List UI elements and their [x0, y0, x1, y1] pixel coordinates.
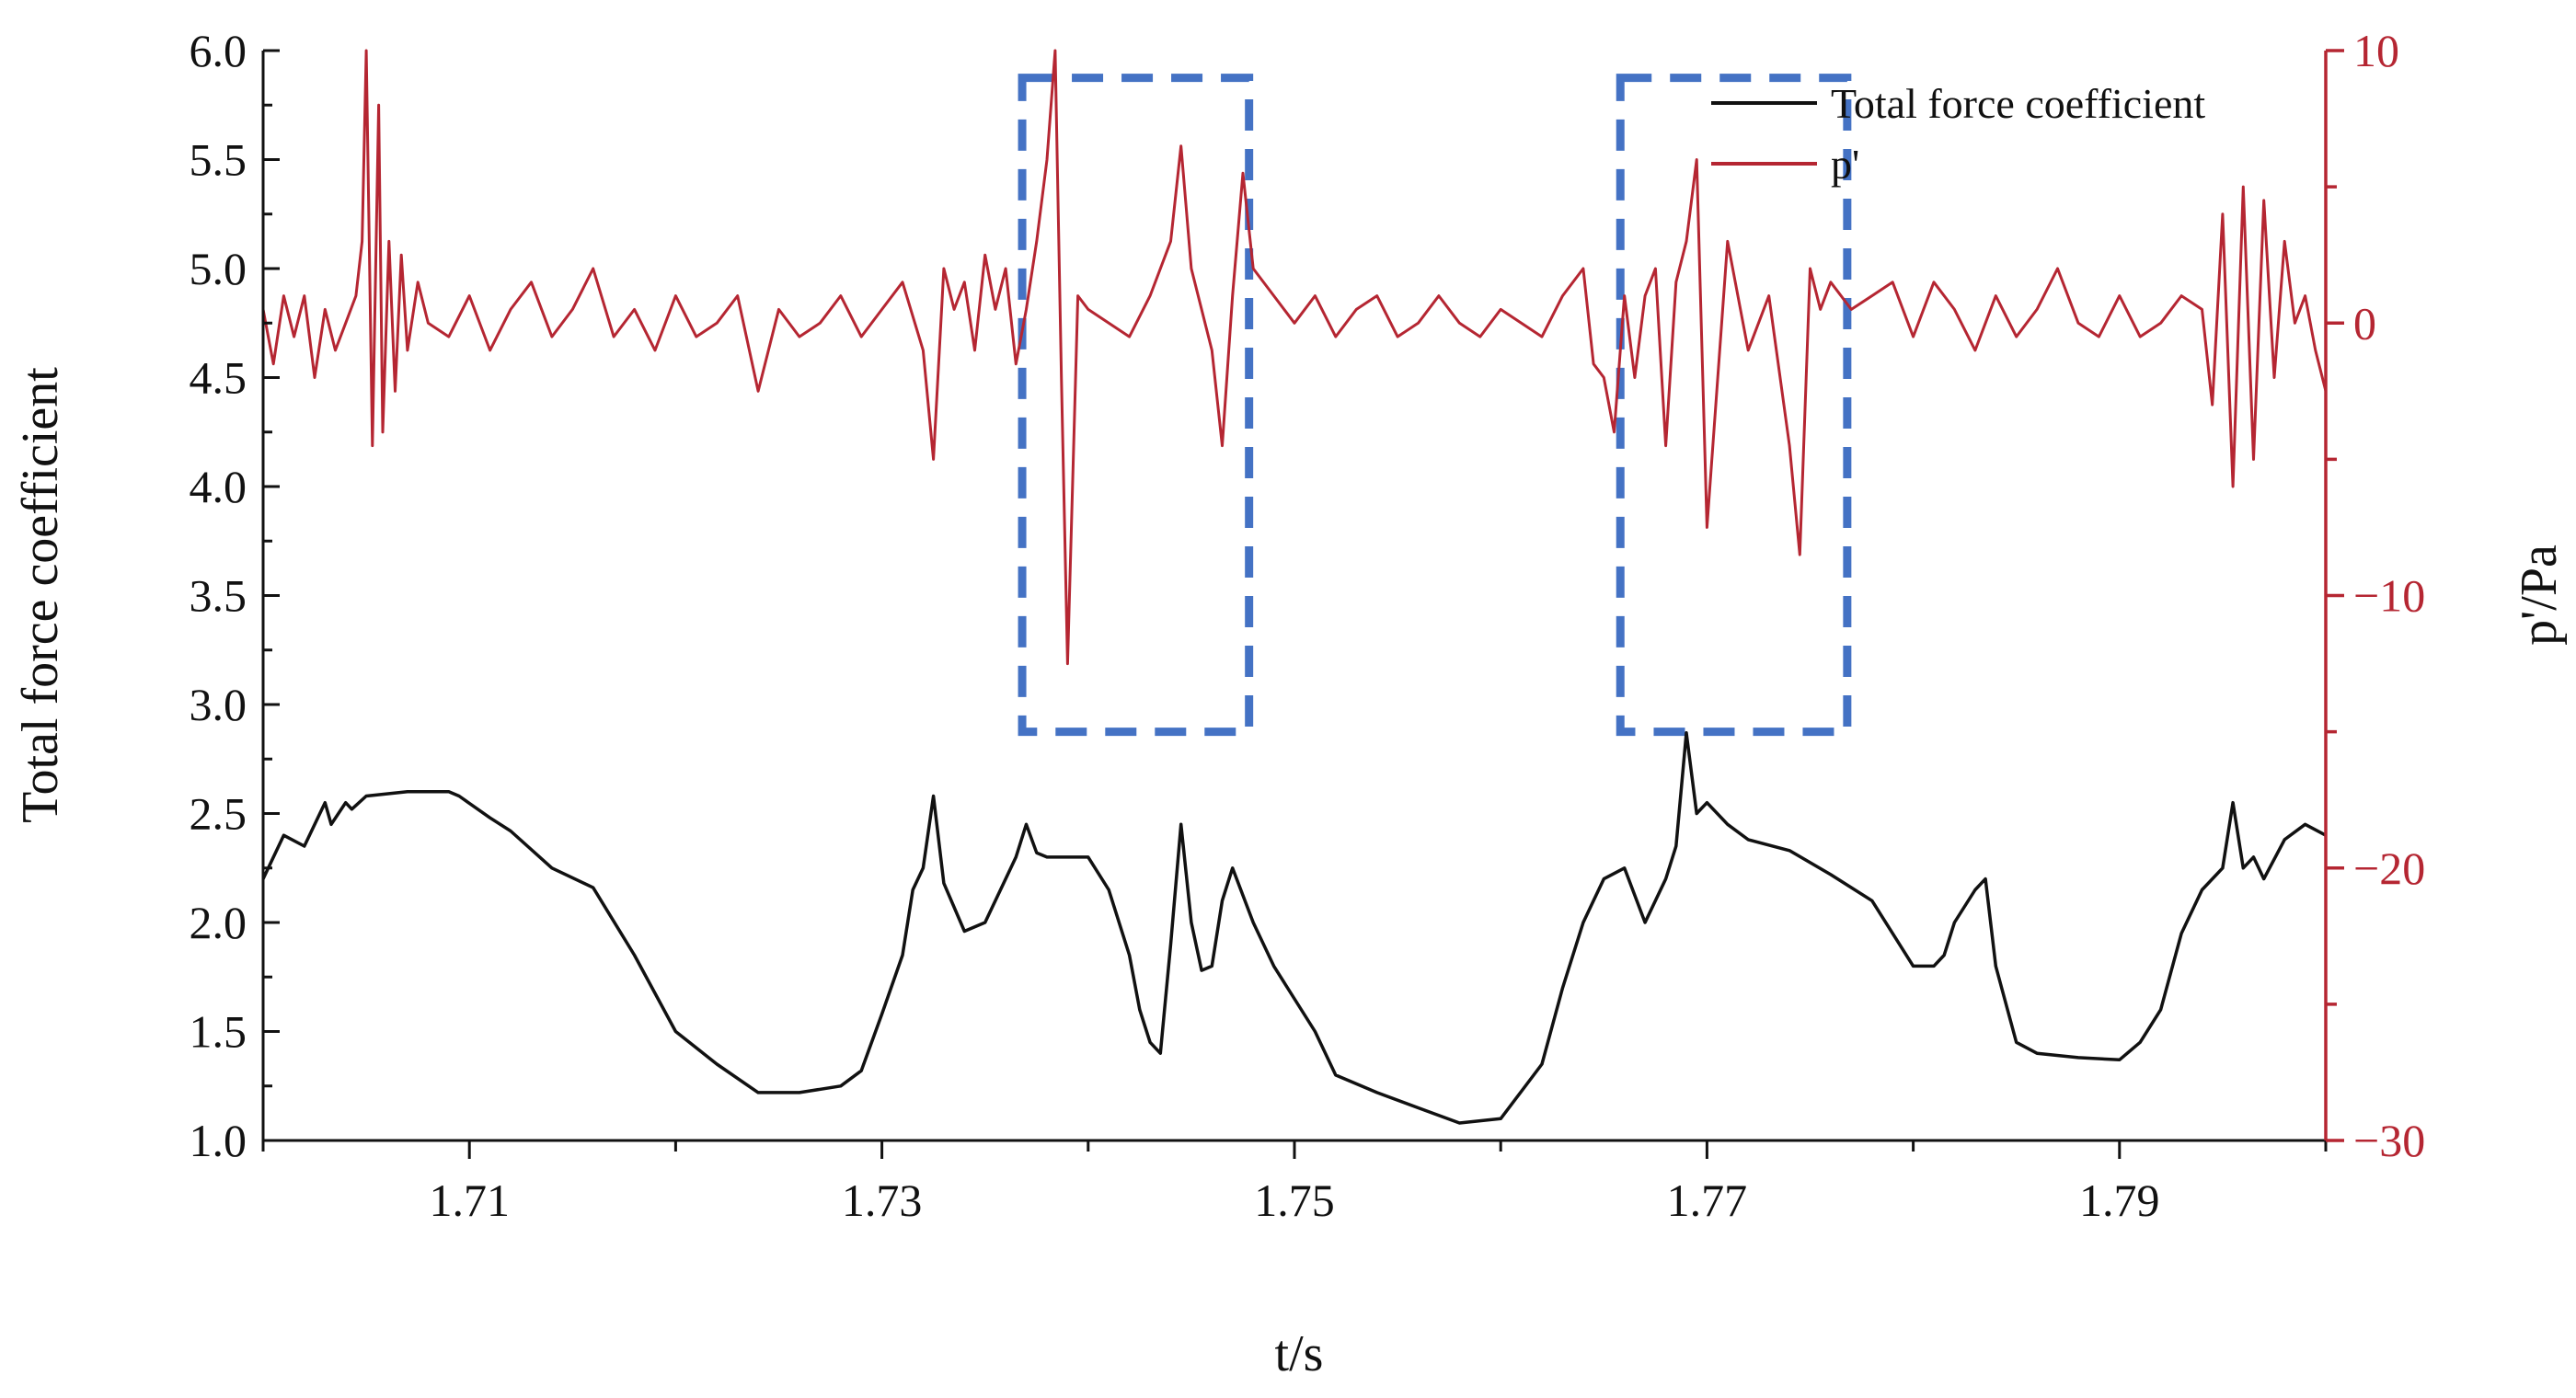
y-right-tick-label: 0 — [2353, 297, 2376, 349]
y-right-tick-label: −10 — [2353, 570, 2425, 622]
legend-label: Total force coefficient — [1831, 80, 2205, 127]
y-right-tick-label: −20 — [2353, 842, 2425, 894]
y-left-tick-label: 5.0 — [190, 243, 247, 294]
series-line-total-force — [261, 731, 2327, 1125]
y-left-tick-label: 2.5 — [190, 788, 247, 840]
x-tick-label: 1.75 — [1254, 1175, 1335, 1226]
legend-label: p' — [1831, 141, 1859, 188]
highlight-box-1 — [1018, 74, 1254, 737]
y-left-tick-label: 3.0 — [190, 679, 247, 730]
y-left-tick-label: 4.5 — [190, 352, 247, 404]
y-left-tick-label: 6.0 — [190, 25, 247, 76]
y-right-tick-label: −30 — [2353, 1115, 2425, 1166]
y-axis-left-title: Total force coefficient — [12, 367, 69, 823]
y-left-tick-label: 3.5 — [190, 570, 247, 622]
y-axis-right-title: p'/Pa — [2511, 544, 2568, 646]
y-left-tick-label: 1.5 — [190, 1006, 247, 1058]
x-tick-label: 1.73 — [842, 1175, 923, 1226]
x-tick-label: 1.71 — [429, 1175, 510, 1226]
series-line-pressure — [261, 49, 2328, 666]
highlight-boxes — [1018, 74, 1852, 737]
y-left-tick-label: 5.5 — [190, 134, 247, 186]
x-axis-title: t/s — [1275, 1325, 1324, 1382]
highlight-box-2 — [1616, 74, 1852, 737]
y-left-tick-label: 4.0 — [190, 461, 247, 512]
x-tick-label: 1.79 — [2079, 1175, 2160, 1226]
y-left-tick-label: 1.0 — [190, 1115, 247, 1166]
legend: Total force coefficient p' — [1711, 80, 2205, 188]
x-tick-label: 1.77 — [1667, 1175, 1748, 1226]
y-left-tick-label: 2.0 — [190, 897, 247, 948]
axes-layer: 1.71 1.73 1.75 1.77 1.79 1.0 1.5 2.0 2.5 3.0 3.5 4.… — [190, 25, 2426, 1226]
y-right-tick-label: 10 — [2353, 25, 2399, 76]
series-layer — [261, 49, 2328, 1125]
